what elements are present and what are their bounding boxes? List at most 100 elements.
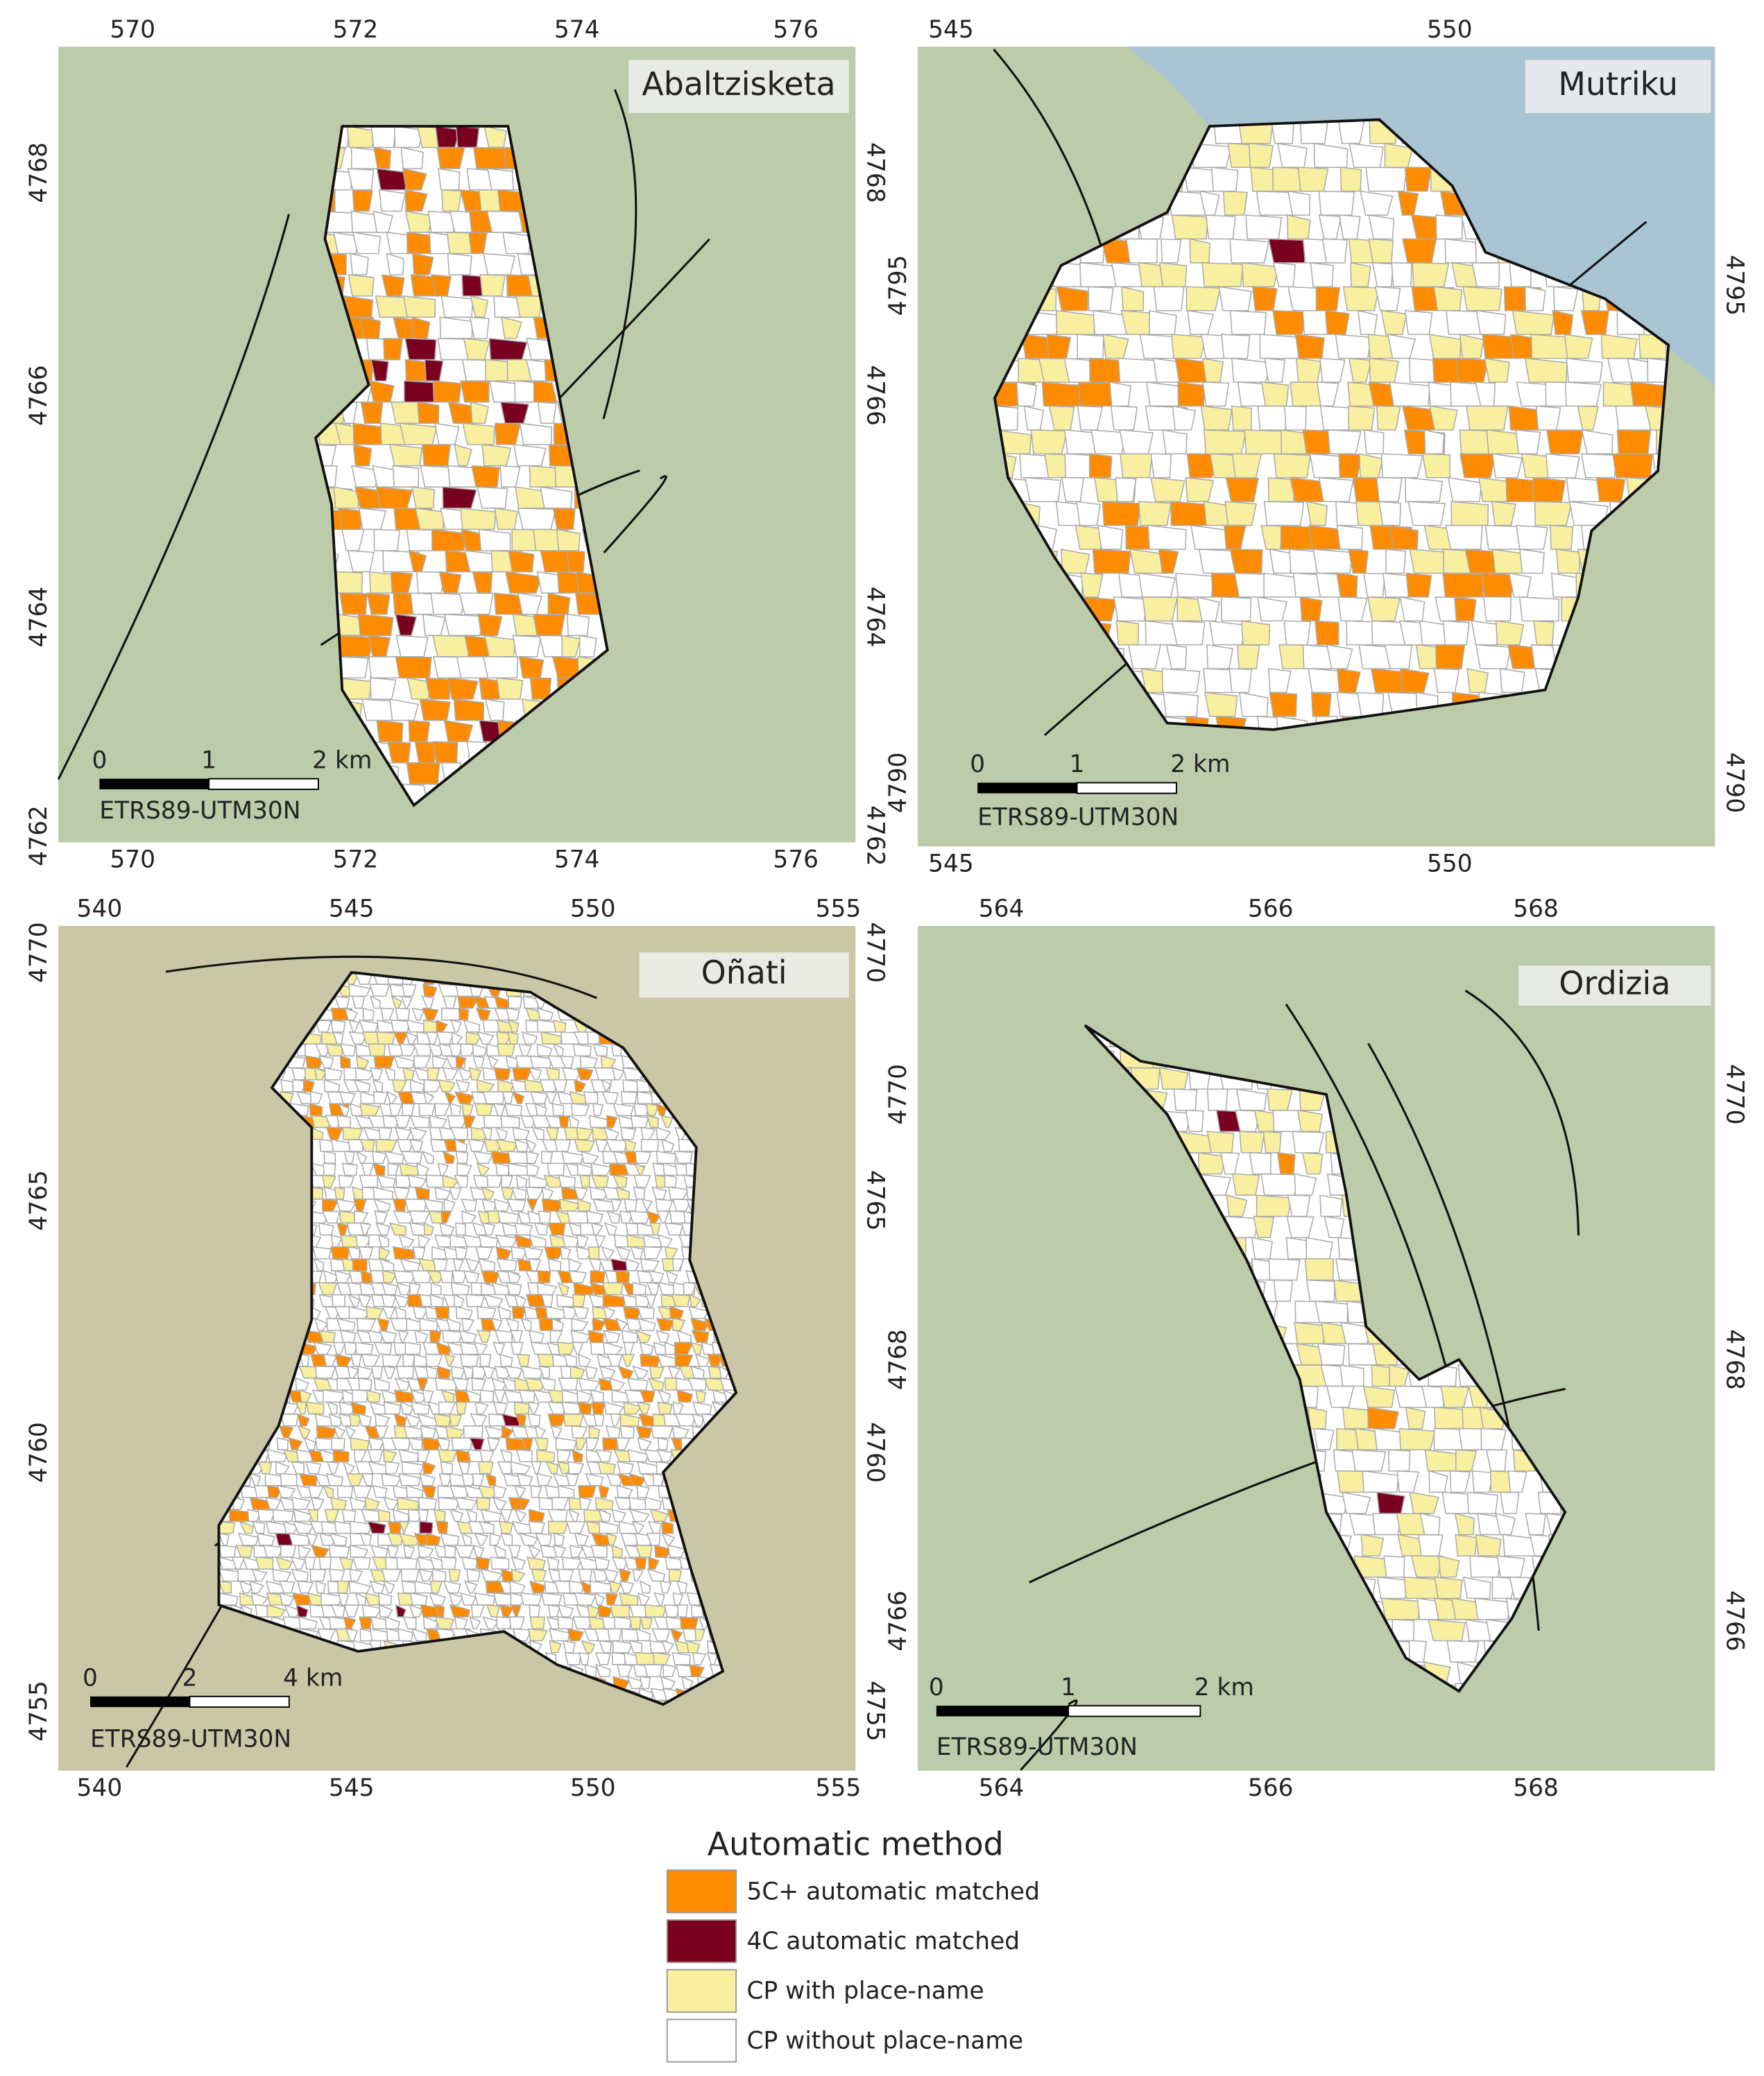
parcel [368,1043,386,1057]
parcel [339,592,368,615]
parcel [611,1067,625,1081]
parcel [1294,334,1325,359]
parcel [1336,524,1363,550]
scale-bar-black [977,782,1077,793]
parcel [334,1270,352,1284]
parcel [656,1210,670,1224]
parcel [595,1449,613,1463]
parcel [1077,334,1104,359]
parcel [1326,1385,1355,1408]
parcel [1097,524,1124,550]
parcel [354,1067,375,1081]
parcel [531,1568,547,1582]
parcel [279,1592,295,1606]
parcel [500,316,523,339]
parcel [1158,549,1179,574]
parcel [295,1401,307,1415]
parcel [373,1091,388,1104]
y-tick-label: 4770 [25,922,53,983]
parcel [387,1520,402,1534]
parcel [676,1389,693,1403]
parcel [1313,142,1348,169]
parcel [376,168,408,191]
parcel [439,316,473,339]
parcel [375,1138,397,1152]
parcel [436,1436,451,1450]
parcel [470,295,489,318]
parcel [524,1079,547,1092]
parcel [559,1055,574,1069]
municipality-outline [1084,1024,1567,1693]
parcel [1165,644,1188,669]
parcel [399,1163,420,1176]
parcel [352,189,373,212]
parcel [1491,453,1523,479]
parcel [427,1270,445,1284]
parcel [373,1377,391,1391]
parcel [1308,668,1342,694]
parcel [453,698,485,721]
parcel [463,1425,483,1439]
parcel [1383,1555,1405,1578]
parcel [628,1473,646,1486]
parcel [517,1473,533,1486]
map-panel: Abaltzisketa 570 570 572 572 574 574 576 576 4768… [25,16,889,874]
parcel [461,1556,479,1570]
parcel [648,1556,660,1570]
parcel [568,1580,585,1594]
parcel [1357,309,1378,335]
parcel [1566,357,1604,383]
parcel [255,1556,274,1570]
parcel [354,486,382,509]
parcel [690,1341,703,1355]
y-tick-label: 4762 [25,805,53,866]
parcel [637,1305,656,1319]
parcel [387,741,411,764]
parcel [1226,1194,1248,1217]
parcel [1286,1215,1315,1239]
parcel [314,1067,327,1081]
parcel [486,210,524,233]
parcel [404,1199,427,1212]
parcel [611,1652,626,1665]
crs-label: ETRS89-UTM30N [977,804,1179,832]
parcel [330,1246,350,1260]
parcel [250,1592,268,1606]
parcel [414,741,436,764]
parcel [448,1568,461,1582]
parcel [1317,1343,1346,1366]
parcel [521,1031,538,1045]
parcel [528,1330,545,1344]
parcel [413,1532,430,1546]
parcel [628,1616,642,1630]
parcel [403,380,438,403]
parcel [552,507,576,531]
parcel [1296,1109,1324,1133]
scale-label: 0 [83,1664,98,1692]
parcel [421,444,452,467]
scale-label: 2 km [1170,750,1230,778]
parcel [1337,596,1368,621]
parcel [1138,501,1172,526]
parcel [637,1317,656,1331]
parcel [549,1330,563,1344]
parcel [373,146,392,169]
parcel [624,1198,638,1212]
parcel [1221,334,1251,359]
parcel [585,1365,598,1379]
parcel [434,1616,455,1630]
parcel [461,1473,477,1486]
scale-bar-black [90,1696,190,1708]
parcel [694,1628,705,1642]
parcel [583,1091,599,1104]
parcel [375,1222,391,1236]
parcel [1398,1427,1436,1450]
parcel [1056,309,1095,335]
parcel [619,1425,635,1439]
parcel [1462,286,1502,311]
parcel [1113,596,1149,621]
parcel [426,1031,439,1045]
parcel [1459,334,1484,359]
parcel [1272,309,1307,335]
parcel [472,1365,487,1379]
